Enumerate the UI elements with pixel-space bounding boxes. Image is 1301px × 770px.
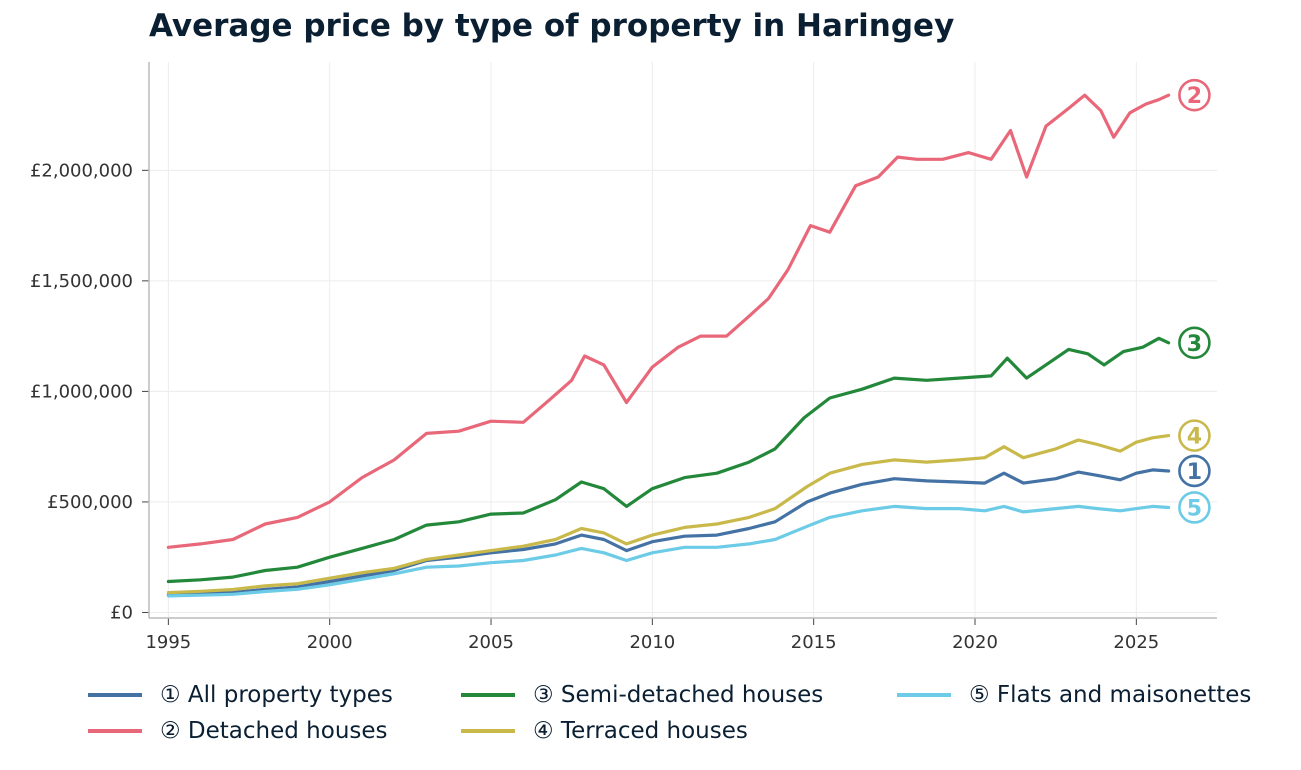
y-tick-label: £0 bbox=[110, 602, 133, 623]
series-end-label: 5 bbox=[1187, 496, 1202, 521]
legend-item-terraced-houses[interactable]: ④ Terraced houses bbox=[461, 713, 748, 749]
x-tick-label: 2005 bbox=[468, 632, 514, 653]
x-tick-label: 2020 bbox=[952, 632, 998, 653]
x-tick-label: 2000 bbox=[307, 632, 353, 653]
series-end-label: 2 bbox=[1187, 84, 1202, 109]
legend-label: ⑤ Flats and maisonettes bbox=[969, 682, 1252, 708]
y-tick-label: £500,000 bbox=[47, 492, 133, 513]
series-line-terraced-houses bbox=[166, 434, 1171, 595]
series-end-label: 1 bbox=[1187, 460, 1202, 485]
x-tick-label: 2025 bbox=[1113, 632, 1159, 653]
legend-item-flats-and-maisonettes[interactable]: ⑤ Flats and maisonettes bbox=[897, 677, 1251, 713]
legend-item-detached-houses[interactable]: ② Detached houses bbox=[88, 713, 388, 749]
y-tick-label: £1,000,000 bbox=[30, 381, 133, 402]
series-line-semi-detached-houses bbox=[166, 336, 1171, 584]
legend-swatch bbox=[88, 729, 142, 733]
legend-label: ② Detached houses bbox=[160, 718, 388, 744]
series-end-marker-detached-houses bbox=[1178, 78, 1211, 112]
series-line-all-property-types bbox=[166, 468, 1171, 597]
legend-swatch bbox=[88, 693, 142, 697]
y-tick-label: £2,000,000 bbox=[30, 160, 133, 181]
x-tick-label: 2010 bbox=[629, 632, 675, 653]
legend-label: ③ Semi-detached houses bbox=[533, 682, 824, 708]
legend-item-all-property-types[interactable]: ① All property types bbox=[88, 677, 393, 713]
series-line-flats-and-maisonettes bbox=[166, 504, 1171, 598]
legend: ① All property types ② Detached houses ③… bbox=[88, 677, 1288, 757]
grid-lines bbox=[149, 62, 1217, 618]
chart-title: Average price by type of property in Har… bbox=[149, 8, 955, 44]
legend-label: ① All property types bbox=[160, 682, 393, 708]
series-end-marker-flats-and-maisonettes bbox=[1178, 491, 1211, 524]
legend-swatch bbox=[897, 693, 951, 697]
series-end-markers: 1 2 3 4 5 bbox=[1178, 78, 1211, 524]
y-tick-label: £1,500,000 bbox=[30, 271, 133, 292]
legend-item-semi-detached-houses[interactable]: ③ Semi-detached houses bbox=[461, 677, 823, 713]
x-tick-label: 1995 bbox=[145, 632, 191, 653]
legend-label: ④ Terraced houses bbox=[533, 718, 748, 744]
legend-swatch bbox=[461, 729, 515, 733]
series-end-label: 4 bbox=[1187, 425, 1202, 450]
x-tick-label: 2015 bbox=[791, 632, 837, 653]
series-line-detached-houses bbox=[166, 93, 1171, 549]
series-end-marker-terraced-houses bbox=[1178, 419, 1211, 452]
axes: 1995 2000 2005 2010 2015 2020 2025 £0 £500,000 £1… bbox=[30, 62, 1217, 653]
series-end-label: 3 bbox=[1187, 332, 1202, 357]
series-lines bbox=[166, 93, 1171, 598]
series-end-marker-semi-detached-houses bbox=[1178, 326, 1211, 360]
line-chart: 1995 2000 2005 2010 2015 2020 2025 £0 £500,000 £1… bbox=[30, 62, 1217, 653]
series-end-marker-all-property-types bbox=[1178, 454, 1211, 488]
legend-swatch bbox=[461, 693, 515, 697]
